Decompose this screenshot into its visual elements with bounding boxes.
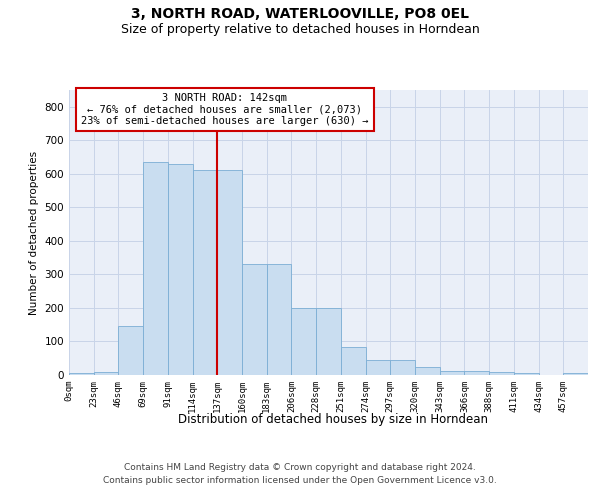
Bar <box>292 308 316 375</box>
Bar <box>440 371 464 375</box>
Bar <box>390 360 415 375</box>
Bar <box>489 372 514 375</box>
Bar <box>69 374 94 375</box>
Bar <box>94 372 118 375</box>
Text: Size of property relative to detached houses in Horndean: Size of property relative to detached ho… <box>121 22 479 36</box>
Y-axis label: Number of detached properties: Number of detached properties <box>29 150 39 314</box>
Bar <box>193 170 217 375</box>
Bar <box>118 326 143 375</box>
Bar <box>217 170 242 375</box>
Bar <box>365 360 390 375</box>
Text: 3 NORTH ROAD: 142sqm
← 76% of detached houses are smaller (2,073)
23% of semi-de: 3 NORTH ROAD: 142sqm ← 76% of detached h… <box>81 93 368 126</box>
Bar <box>316 308 341 375</box>
Bar <box>415 366 440 375</box>
Text: 3, NORTH ROAD, WATERLOOVILLE, PO8 0EL: 3, NORTH ROAD, WATERLOOVILLE, PO8 0EL <box>131 8 469 22</box>
Bar <box>341 346 365 375</box>
Text: Distribution of detached houses by size in Horndean: Distribution of detached houses by size … <box>178 412 488 426</box>
Bar <box>464 371 489 375</box>
Bar <box>242 264 267 375</box>
Bar <box>514 374 539 375</box>
Text: Contains public sector information licensed under the Open Government Licence v3: Contains public sector information licen… <box>103 476 497 485</box>
Bar <box>168 164 193 375</box>
Bar <box>563 374 588 375</box>
Bar <box>143 162 168 375</box>
Bar <box>267 264 292 375</box>
Text: Contains HM Land Registry data © Crown copyright and database right 2024.: Contains HM Land Registry data © Crown c… <box>124 462 476 471</box>
